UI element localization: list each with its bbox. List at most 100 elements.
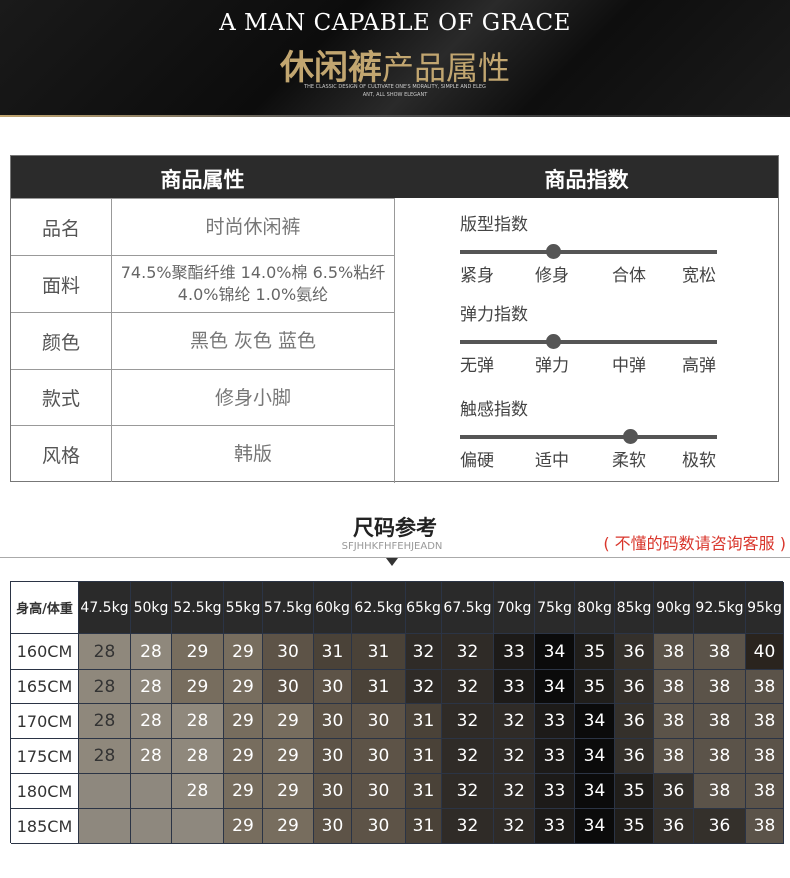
- size-cell: 36: [615, 739, 654, 774]
- size-cell: 29: [224, 634, 263, 670]
- size-cell: 28: [131, 670, 172, 704]
- size-cell: 38: [694, 704, 746, 739]
- size-cell: 34: [575, 704, 615, 739]
- size-cell: 38: [746, 774, 784, 809]
- size-cell: 31: [352, 670, 406, 704]
- size-cell: 32: [442, 634, 494, 670]
- size-cell: 36: [615, 634, 654, 670]
- size-cell: 30: [352, 739, 406, 774]
- size-cell: 33: [535, 809, 575, 844]
- index-label: 弹力: [535, 356, 569, 376]
- size-cell: 28: [172, 704, 224, 739]
- size-cell: 32: [442, 774, 494, 809]
- size-cell: 29: [224, 774, 263, 809]
- size-title: 尺码参考: [353, 516, 437, 540]
- size-cell: [131, 809, 172, 844]
- index-slider: 版型指数 紧身 修身 合体 宽松: [450, 210, 720, 286]
- height-label: 180CM: [11, 774, 79, 809]
- size-cell: 32: [494, 809, 535, 844]
- divider: [0, 557, 790, 558]
- size-cell: 28: [131, 704, 172, 739]
- attribute-value: 韩版: [233, 443, 272, 465]
- size-cell: 29: [263, 774, 314, 809]
- size-cell: 35: [615, 809, 654, 844]
- size-cell: 29: [263, 739, 314, 774]
- size-cell: 29: [224, 739, 263, 774]
- height-label: 160CM: [11, 634, 79, 670]
- attribute-row: 风格 韩版: [11, 425, 394, 482]
- size-cell: 28: [79, 739, 131, 774]
- index-title: 触感指数: [460, 400, 528, 420]
- size-cell: 31: [406, 739, 442, 774]
- size-cell: 32: [442, 704, 494, 739]
- attribute-row: 品名 时尚休闲裤: [11, 198, 394, 255]
- size-cell: 32: [442, 670, 494, 704]
- size-cell: 29: [224, 670, 263, 704]
- index-marker: [545, 244, 561, 259]
- weight-header: 65kg: [406, 582, 442, 634]
- size-cell: 31: [314, 634, 352, 670]
- index-label: 中弹: [612, 356, 646, 376]
- attribute-value: 黑色 灰色 蓝色: [189, 330, 317, 352]
- index-slider: 触感指数 偏硬 适中 柔软 极软: [450, 395, 720, 471]
- size-cell: 30: [352, 809, 406, 844]
- size-cell: 38: [694, 634, 746, 670]
- height-label: 175CM: [11, 739, 79, 774]
- size-cell: 38: [746, 704, 784, 739]
- size-cell: 38: [694, 670, 746, 704]
- divider: [0, 115, 790, 117]
- index-label: 紧身: [460, 266, 494, 286]
- size-cell: 28: [131, 739, 172, 774]
- weight-header: 85kg: [615, 582, 654, 634]
- attribute-key: 款式: [11, 370, 112, 425]
- size-cell: 32: [406, 634, 442, 670]
- weight-header: 95kg: [746, 582, 784, 634]
- index-marker: [545, 334, 561, 349]
- size-cell: 36: [615, 704, 654, 739]
- size-cell: 38: [694, 774, 746, 809]
- size-cell: 28: [172, 739, 224, 774]
- banner-title-cn: 休闲裤产品属性: [0, 40, 790, 89]
- size-cell: [79, 809, 131, 844]
- tagline-line-1: THE CLASSIC DESIGN OF CULTIVATE ONE'S MO…: [304, 84, 486, 90]
- attribute-value: 时尚休闲裤: [205, 216, 301, 238]
- attribute-key: 风格: [11, 426, 112, 482]
- size-cell: 28: [79, 634, 131, 670]
- size-cell: 30: [352, 704, 406, 739]
- size-cell: 30: [314, 704, 352, 739]
- size-cell: 30: [314, 739, 352, 774]
- size-cell: 31: [406, 774, 442, 809]
- size-cell: 40: [746, 634, 784, 670]
- header-attributes: 商品属性: [160, 168, 245, 192]
- attribute-row: 款式 修身小脚: [11, 369, 394, 425]
- index-label: 适中: [535, 451, 569, 471]
- size-cell: 29: [172, 634, 224, 670]
- size-cell: 32: [442, 809, 494, 844]
- size-cell: 30: [352, 774, 406, 809]
- size-cell: 34: [575, 809, 615, 844]
- index-label: 无弹: [460, 356, 494, 376]
- size-cell: 32: [494, 739, 535, 774]
- size-cell: 28: [131, 634, 172, 670]
- size-cell: 29: [224, 809, 263, 844]
- weight-header: 55kg: [224, 582, 263, 634]
- size-cell: 29: [172, 670, 224, 704]
- banner-title-en: A MAN CAPABLE OF GRACE: [219, 10, 571, 36]
- size-cell: 31: [352, 634, 406, 670]
- weight-header: 50kg: [131, 582, 172, 634]
- index-label: 宽松: [682, 266, 716, 286]
- index-label: 柔软: [612, 451, 646, 471]
- height-label: 185CM: [11, 809, 79, 844]
- attributes-header: 商品属性 商品指数: [11, 156, 778, 198]
- size-cell: 30: [314, 670, 352, 704]
- divider: [394, 198, 395, 483]
- size-cell: 28: [79, 704, 131, 739]
- size-table: 身高/体重 47.5kg 50kg 52.5kg 55kg 57.5kg 60kg 62.5k…: [10, 581, 784, 844]
- index-title: 版型指数: [460, 215, 528, 235]
- size-cell: 36: [654, 774, 694, 809]
- attributes-table: 商品属性 商品指数 品名 时尚休闲裤 面料 74.5%聚酯纤维 14.0%棉 6.5%…: [10, 155, 779, 483]
- index-track: [460, 429, 717, 444]
- size-cell: 35: [575, 670, 615, 704]
- size-cell: 36: [615, 670, 654, 704]
- size-cell: 34: [575, 739, 615, 774]
